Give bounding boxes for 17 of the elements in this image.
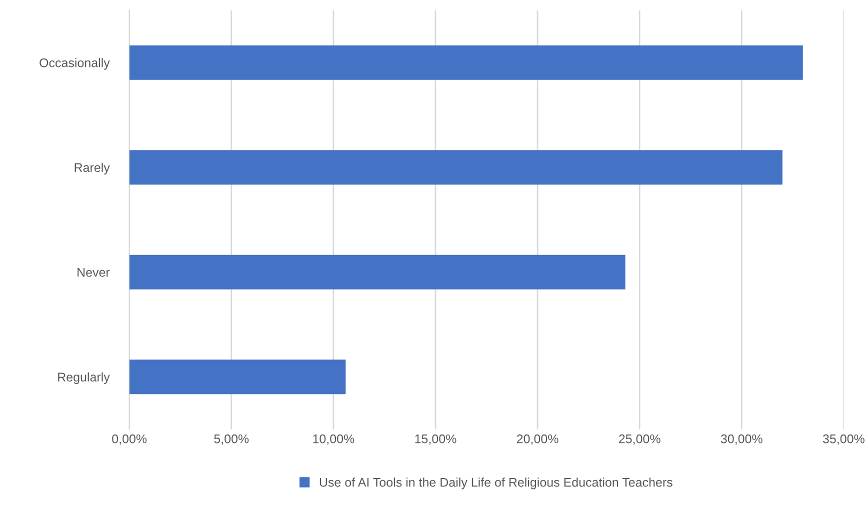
x-tick-label: 25,00%: [619, 434, 660, 445]
bar: [129, 360, 346, 394]
y-tick-label: Occasionally: [40, 58, 110, 70]
x-tick-label: 20,00%: [516, 434, 558, 445]
y-tick-label: Rarely: [74, 162, 110, 174]
x-tick-label: 15,00%: [415, 434, 456, 445]
bar: [129, 254, 626, 290]
x-tick-label: 35,00%: [822, 434, 864, 445]
y-tick-label: Regularly: [58, 372, 110, 384]
bar: [129, 45, 803, 80]
x-tick-label: 0,00%: [112, 434, 147, 445]
x-tick-label: 30,00%: [720, 434, 762, 445]
x-tick-label: 10,00%: [313, 434, 354, 445]
x-tick-label: 5,00%: [214, 434, 249, 445]
bar: [129, 150, 782, 185]
legend-label: Use of AI Tools in the Daily Life of Religious Education Teachers: [320, 478, 672, 490]
y-tick-label: Never: [78, 268, 110, 277]
